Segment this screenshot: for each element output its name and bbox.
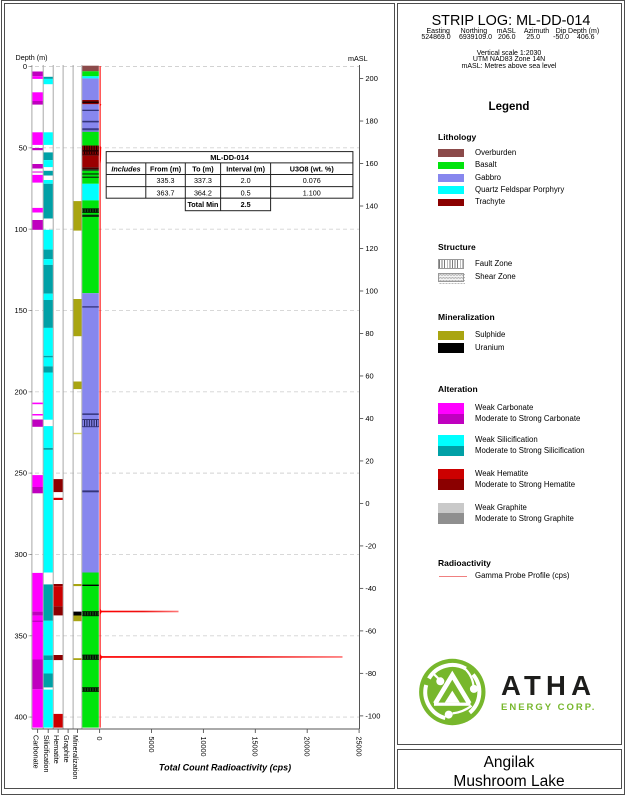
- svg-text:180: 180: [365, 117, 378, 126]
- svg-text:15000: 15000: [251, 737, 260, 757]
- svg-text:150: 150: [14, 306, 27, 315]
- svg-text:80: 80: [365, 329, 373, 338]
- svg-text:Hematite: Hematite: [52, 735, 61, 764]
- svg-text:ATHA: ATHA: [501, 670, 596, 701]
- svg-text:20000: 20000: [303, 737, 312, 757]
- svg-text:300: 300: [14, 550, 27, 559]
- svg-text:2.5: 2.5: [241, 200, 251, 209]
- svg-text:U3O8 (wt. %): U3O8 (wt. %): [290, 164, 335, 173]
- svg-text:400: 400: [14, 713, 27, 722]
- svg-text:0: 0: [23, 62, 27, 71]
- svg-text:Total Min: Total Min: [187, 200, 218, 209]
- svg-text:2.0: 2.0: [241, 176, 251, 185]
- svg-text:-80: -80: [365, 669, 376, 678]
- svg-text:Silicification: Silicification: [42, 735, 51, 773]
- svg-text:Includes: Includes: [111, 164, 140, 173]
- svg-text:-20: -20: [365, 542, 376, 551]
- svg-text:Interval (m): Interval (m): [226, 164, 265, 173]
- svg-text:100: 100: [365, 287, 378, 296]
- svg-text:From (m): From (m): [150, 164, 182, 173]
- svg-text:-60: -60: [365, 626, 376, 635]
- svg-text:25000: 25000: [355, 737, 364, 757]
- svg-text:364.2: 364.2: [194, 188, 212, 197]
- svg-text:1.100: 1.100: [303, 188, 321, 197]
- svg-text:Graphite: Graphite: [62, 735, 71, 763]
- svg-text:50: 50: [19, 143, 27, 152]
- svg-text:140: 140: [365, 202, 378, 211]
- svg-text:-40: -40: [365, 584, 376, 593]
- svg-text:ML-DD-014: ML-DD-014: [210, 153, 249, 162]
- svg-text:335.3: 335.3: [157, 176, 175, 185]
- svg-text:250: 250: [14, 469, 27, 478]
- svg-text:Depth (m): Depth (m): [16, 53, 48, 62]
- svg-text:363.7: 363.7: [157, 188, 175, 197]
- svg-text:ENERGY CORP.: ENERGY CORP.: [501, 702, 596, 713]
- svg-text:Total Count Radioactivity (cps: Total Count Radioactivity (cps): [159, 763, 291, 773]
- svg-text:120: 120: [365, 244, 378, 253]
- svg-text:350: 350: [14, 631, 27, 640]
- svg-text:160: 160: [365, 159, 378, 168]
- svg-text:40: 40: [365, 414, 373, 423]
- svg-text:10000: 10000: [199, 737, 208, 757]
- svg-text:5000: 5000: [147, 737, 156, 753]
- svg-text:To (m): To (m): [192, 164, 214, 173]
- svg-text:0: 0: [95, 737, 104, 741]
- svg-text:20: 20: [365, 457, 373, 466]
- svg-text:337.3: 337.3: [194, 176, 212, 185]
- svg-text:60: 60: [365, 372, 373, 381]
- svg-text:0: 0: [365, 499, 369, 508]
- svg-text:100: 100: [14, 225, 27, 234]
- svg-text:Carbonate: Carbonate: [31, 735, 40, 769]
- svg-text:0.5: 0.5: [241, 188, 251, 197]
- svg-text:mASL: mASL: [348, 54, 368, 63]
- svg-text:200: 200: [365, 74, 378, 83]
- svg-text:-100: -100: [365, 711, 380, 720]
- svg-text:200: 200: [14, 387, 27, 396]
- svg-text:Mineralization: Mineralization: [71, 735, 80, 779]
- svg-text:0.076: 0.076: [303, 176, 321, 185]
